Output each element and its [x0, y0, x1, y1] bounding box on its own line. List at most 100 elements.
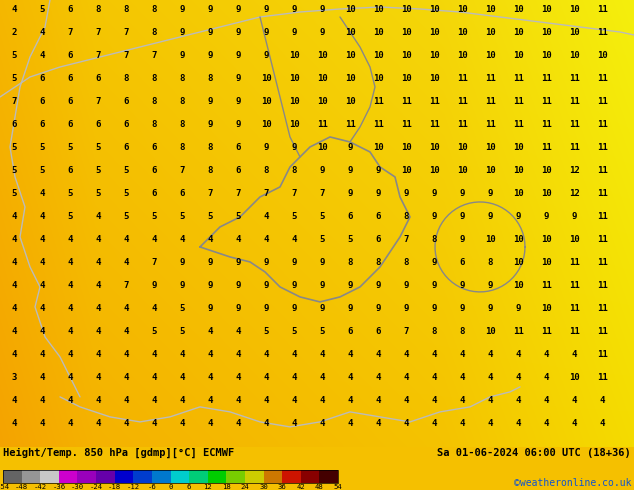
Text: 9: 9: [263, 5, 269, 15]
Text: 4: 4: [67, 419, 73, 428]
Text: 4: 4: [123, 350, 129, 359]
Text: 6: 6: [459, 258, 465, 268]
Text: 4: 4: [179, 235, 184, 245]
Text: 5: 5: [207, 213, 212, 221]
Text: 11: 11: [456, 121, 467, 129]
Bar: [264, 470, 283, 483]
Text: 9: 9: [291, 304, 297, 314]
Text: 8: 8: [263, 167, 269, 175]
Text: 9: 9: [375, 304, 380, 314]
Text: 10: 10: [484, 167, 495, 175]
Text: 6: 6: [67, 121, 73, 129]
Text: 11: 11: [345, 121, 356, 129]
Text: 7: 7: [95, 51, 101, 60]
Text: 4: 4: [235, 350, 241, 359]
Text: 4: 4: [431, 419, 437, 428]
Bar: [208, 470, 227, 483]
Text: 10: 10: [484, 5, 495, 15]
Text: 9: 9: [320, 258, 325, 268]
Text: 5: 5: [291, 213, 297, 221]
Text: 4: 4: [11, 304, 16, 314]
Text: 4: 4: [599, 419, 605, 428]
Text: 5: 5: [67, 213, 73, 221]
Text: 10: 10: [373, 144, 384, 152]
Text: 4: 4: [291, 350, 297, 359]
Bar: [3, 470, 22, 483]
Text: 8: 8: [152, 121, 157, 129]
Text: 4: 4: [515, 419, 521, 428]
Text: 10: 10: [597, 51, 607, 60]
Text: 4: 4: [207, 327, 212, 337]
Text: 9: 9: [488, 190, 493, 198]
Text: 11: 11: [484, 74, 495, 83]
Text: 6: 6: [235, 144, 241, 152]
Text: 11: 11: [373, 121, 384, 129]
Text: 4: 4: [291, 235, 297, 245]
Text: 10: 10: [373, 51, 384, 60]
Text: 11: 11: [597, 121, 607, 129]
Text: 7: 7: [11, 98, 16, 106]
Text: 4: 4: [263, 235, 269, 245]
Text: 4: 4: [320, 419, 325, 428]
Text: 10: 10: [456, 28, 467, 38]
Text: 10: 10: [513, 258, 524, 268]
Text: 8: 8: [347, 258, 353, 268]
Text: 5: 5: [11, 74, 16, 83]
Text: 4: 4: [39, 327, 44, 337]
Text: 9: 9: [263, 144, 269, 152]
Text: 11: 11: [597, 74, 607, 83]
Text: 8: 8: [179, 98, 184, 106]
Text: 4: 4: [152, 235, 157, 245]
Text: 9: 9: [235, 281, 241, 291]
Text: 9: 9: [459, 235, 465, 245]
Text: 10: 10: [541, 235, 552, 245]
Text: 11: 11: [513, 121, 524, 129]
Text: 8: 8: [375, 258, 380, 268]
Text: 11: 11: [597, 167, 607, 175]
Text: 6: 6: [235, 167, 241, 175]
Text: 5: 5: [95, 167, 101, 175]
Text: 4: 4: [39, 419, 44, 428]
Text: 6: 6: [347, 327, 353, 337]
Text: 10: 10: [541, 304, 552, 314]
Text: 11: 11: [597, 213, 607, 221]
Text: 9: 9: [291, 28, 297, 38]
Text: 5: 5: [39, 144, 44, 152]
Text: 4: 4: [11, 350, 16, 359]
Text: 11: 11: [597, 5, 607, 15]
Text: 10: 10: [345, 51, 356, 60]
Text: 9: 9: [431, 281, 437, 291]
Text: 54: 54: [333, 485, 342, 490]
Text: 11: 11: [513, 327, 524, 337]
Text: 10: 10: [541, 258, 552, 268]
Text: 5: 5: [11, 190, 16, 198]
Text: 4: 4: [375, 373, 380, 382]
Text: 4: 4: [179, 396, 184, 405]
Text: 7: 7: [95, 98, 101, 106]
Text: 5: 5: [179, 304, 184, 314]
Text: 4: 4: [571, 396, 577, 405]
Text: 4: 4: [403, 373, 409, 382]
Text: 4: 4: [179, 419, 184, 428]
Text: 18: 18: [222, 485, 231, 490]
Text: 4: 4: [320, 373, 325, 382]
Text: 2: 2: [11, 28, 16, 38]
Text: 9: 9: [543, 213, 548, 221]
Text: 4: 4: [488, 373, 493, 382]
Text: Sa 01-06-2024 06:00 UTC (18+36): Sa 01-06-2024 06:00 UTC (18+36): [437, 448, 631, 458]
Text: 5: 5: [152, 213, 157, 221]
Text: 10: 10: [261, 74, 271, 83]
Text: 6: 6: [123, 144, 129, 152]
Text: 9: 9: [179, 5, 184, 15]
Text: 11: 11: [429, 98, 439, 106]
Text: 9: 9: [152, 281, 157, 291]
Text: 9: 9: [235, 258, 241, 268]
Text: 8: 8: [431, 327, 437, 337]
Text: 5: 5: [123, 190, 129, 198]
Text: 10: 10: [484, 144, 495, 152]
Text: 6: 6: [152, 144, 157, 152]
Text: 10: 10: [401, 167, 411, 175]
Text: 4: 4: [375, 396, 380, 405]
Text: 4: 4: [95, 419, 101, 428]
Text: 24: 24: [240, 485, 249, 490]
